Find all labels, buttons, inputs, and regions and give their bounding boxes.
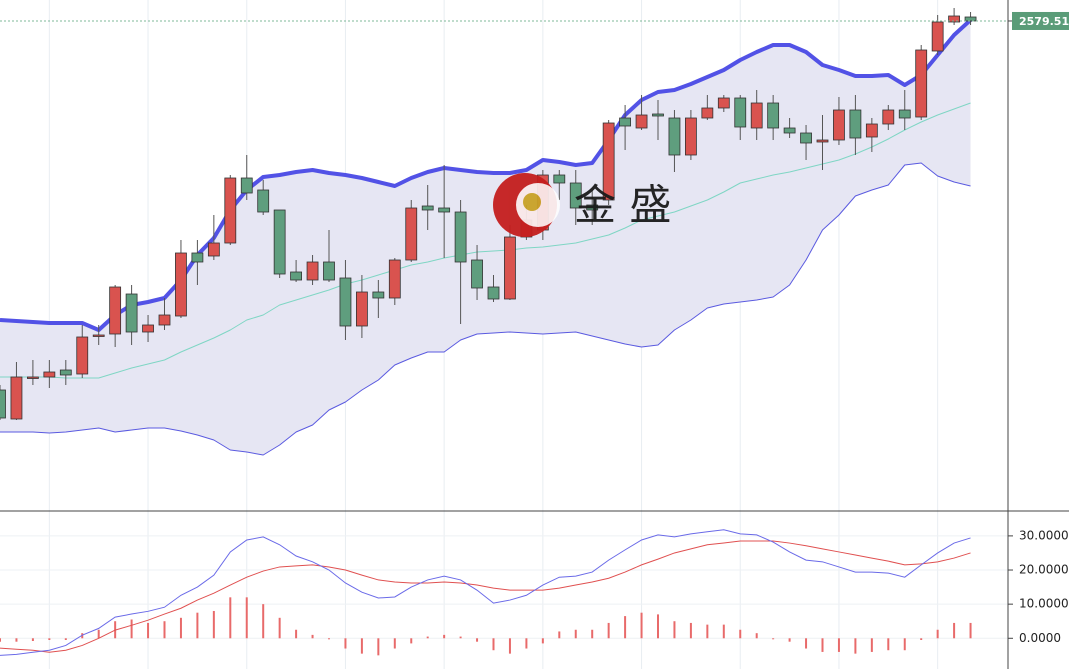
candle-body [931, 21, 944, 52]
candle-body [0, 389, 6, 419]
candle-body [323, 261, 335, 281]
y-tick-label: 0.0000 [1019, 631, 1061, 645]
candle-body [553, 174, 566, 184]
band-middle [0, 102, 971, 379]
candle-body [586, 204, 599, 211]
candle-body [175, 252, 187, 317]
candle-body [635, 114, 648, 129]
candle-body [882, 109, 895, 125]
candle-body [602, 122, 615, 201]
candle-body [273, 209, 286, 275]
candle-body [569, 182, 582, 209]
candle-body [487, 286, 500, 300]
candle-body [191, 252, 204, 263]
band-fill [0, 20, 971, 455]
candle-body [964, 16, 977, 22]
candle-body [701, 107, 714, 119]
logo-ball [523, 193, 541, 211]
candle-body [898, 109, 911, 119]
candle-body [372, 291, 385, 299]
candle-body [355, 291, 368, 327]
candle-body [388, 259, 401, 299]
candle-body [158, 314, 171, 326]
candle-body [668, 117, 681, 156]
price-panel [0, 8, 1008, 456]
candle-body [915, 49, 928, 118]
candle-body [454, 211, 467, 263]
last-price-label: 2579.51 [1019, 15, 1069, 28]
candle-body [421, 205, 434, 211]
candle-body [76, 336, 89, 375]
candle-body [224, 177, 237, 244]
candle-body [833, 109, 845, 141]
candle-body [207, 242, 220, 257]
y-tick-label: 10.0000 [1019, 597, 1069, 611]
candle-body [734, 97, 747, 128]
candle-body [750, 102, 763, 129]
candle-body [783, 127, 796, 134]
candle-body [59, 369, 72, 376]
candle-body [26, 376, 39, 379]
last-price-badge [1012, 11, 1069, 30]
candle-body [92, 334, 105, 337]
candle-body [816, 139, 829, 143]
watermark: 金 盛 [493, 173, 671, 237]
candle-body [290, 271, 303, 281]
candle-body [405, 207, 418, 261]
candle-body [619, 117, 631, 127]
y-tick-label: 30.0000 [1019, 528, 1069, 542]
candle-body [142, 324, 154, 333]
candle-body [685, 117, 697, 156]
watermark-text: 金 盛 [574, 181, 671, 230]
macd-panel [0, 529, 1008, 656]
signal-line [0, 540, 971, 653]
axis-layer: 2579.51 0.0000 10.0000 20.0000 30.0000 [1008, 11, 1069, 645]
candle-body [652, 113, 664, 117]
candle-body [43, 371, 56, 378]
candle-body [109, 286, 122, 335]
macd-line [0, 529, 971, 656]
candle-body [10, 376, 23, 420]
candle-body [257, 189, 270, 213]
candle-body [306, 261, 319, 281]
candle-body [339, 277, 352, 327]
candle-body [849, 109, 862, 139]
candle-body [767, 102, 780, 129]
candle-body [125, 293, 138, 333]
candle-body [865, 123, 878, 138]
band-lower [0, 162, 971, 456]
y-tick-label: 20.0000 [1019, 563, 1069, 577]
candle-body [800, 132, 812, 144]
candle-body [471, 259, 483, 289]
candle-body [717, 97, 730, 109]
band-upper [0, 18, 972, 332]
candle-body [438, 207, 451, 213]
candle-body [948, 15, 960, 23]
candle-body [240, 177, 253, 194]
candle-body [504, 236, 516, 300]
